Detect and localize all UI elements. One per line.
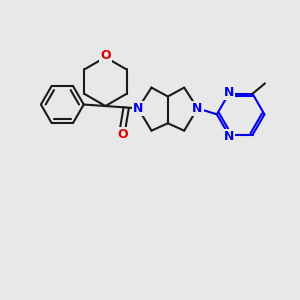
Text: N: N [133,102,143,115]
Text: N: N [224,86,234,99]
Text: N: N [224,130,234,142]
Text: O: O [117,128,128,141]
Text: N: N [192,102,203,115]
Text: O: O [100,49,111,62]
